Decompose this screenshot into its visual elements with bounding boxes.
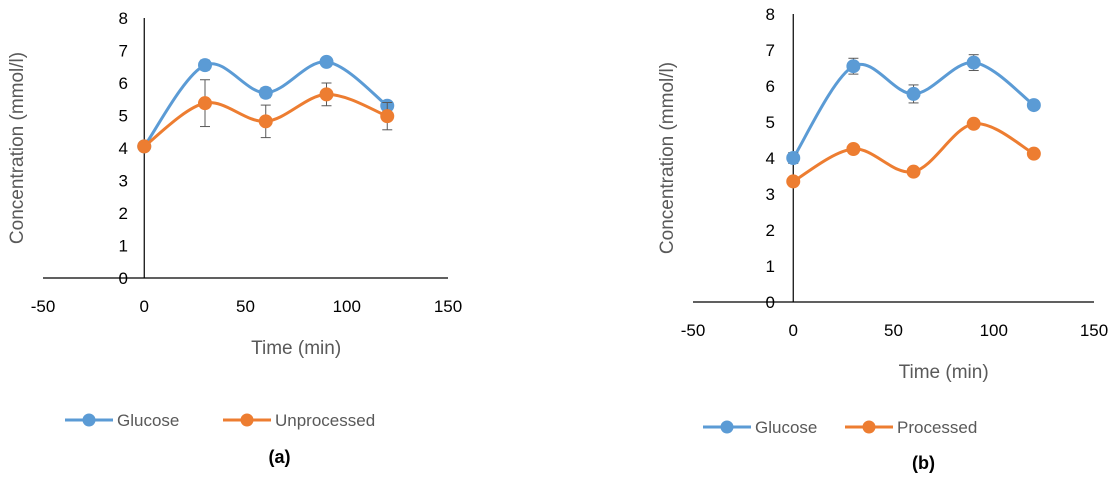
y-tick-label: 8 bbox=[119, 9, 128, 28]
y-tick-label: 1 bbox=[119, 237, 128, 256]
panel-label: (b) bbox=[912, 453, 935, 473]
y-tick-label: 2 bbox=[119, 204, 128, 223]
y-tick-label: 2 bbox=[766, 221, 775, 240]
y-tick-label: 8 bbox=[766, 5, 775, 24]
y-tick-label: 4 bbox=[119, 139, 128, 158]
legend-label: Processed bbox=[897, 418, 977, 437]
x-tick-label: 150 bbox=[1080, 321, 1108, 340]
series-glucose bbox=[786, 54, 1041, 165]
x-tick-label: -50 bbox=[681, 321, 706, 340]
y-tick-label: 1 bbox=[766, 257, 775, 276]
legend-item: Unprocessed bbox=[223, 411, 375, 430]
chart-panel-a: -50 0 50 100 150 0 1 2 3 4 5 6 7 8 Time (min) Concentra… bbox=[7, 9, 462, 467]
x-tick-label: 50 bbox=[884, 321, 903, 340]
data-point bbox=[846, 142, 861, 156]
y-tick-label: 7 bbox=[119, 42, 128, 61]
legend-label: Glucose bbox=[755, 418, 817, 437]
chart-panel-b: -50 0 50 100 150 0 1 2 3 4 5 6 7 8 Time (min) Concentra… bbox=[657, 5, 1108, 473]
data-point bbox=[966, 55, 981, 70]
data-point bbox=[198, 58, 212, 73]
data-point bbox=[198, 96, 212, 111]
x-tick-label: 0 bbox=[140, 297, 149, 316]
x-tick-label: 100 bbox=[980, 321, 1008, 340]
x-tick-label: -50 bbox=[31, 297, 56, 316]
legend-marker bbox=[240, 413, 254, 427]
data-point bbox=[1026, 146, 1041, 161]
y-axis-title: Concentration (mmol/l) bbox=[657, 62, 678, 254]
y-axis-title: Concentration (mmol/l) bbox=[7, 52, 28, 244]
series-glucose bbox=[137, 54, 395, 154]
x-tick-label: 100 bbox=[333, 297, 361, 316]
legend-marker bbox=[720, 420, 734, 434]
data-point bbox=[258, 85, 273, 100]
data-point bbox=[906, 164, 921, 179]
y-tick-label: 3 bbox=[119, 172, 128, 191]
y-tick-label: 0 bbox=[119, 269, 128, 288]
legend: Glucose Unprocessed bbox=[65, 411, 375, 430]
data-point bbox=[258, 114, 273, 129]
legend-label: Unprocessed bbox=[275, 411, 375, 430]
data-point bbox=[966, 116, 981, 131]
data-point bbox=[137, 139, 152, 154]
series-unprocessed bbox=[137, 79, 395, 154]
y-tick-label: 5 bbox=[766, 113, 775, 132]
legend-marker bbox=[82, 413, 96, 427]
legend-item: Processed bbox=[845, 418, 977, 437]
series-line-glucose bbox=[791, 61, 1035, 159]
data-point bbox=[786, 151, 801, 165]
y-tick-label: 7 bbox=[766, 41, 775, 60]
series-processed bbox=[786, 116, 1041, 189]
legend-item: Glucose bbox=[65, 411, 179, 430]
legend: Glucose Processed bbox=[703, 418, 977, 437]
y-tick-label: 6 bbox=[766, 77, 775, 96]
x-tick-label: 150 bbox=[434, 297, 462, 316]
y-tick-label: 6 bbox=[119, 74, 128, 93]
y-tick-label: 4 bbox=[766, 149, 775, 168]
panel-label: (a) bbox=[269, 447, 291, 467]
y-tick-label: 3 bbox=[766, 185, 775, 204]
x-axis-title: Time (min) bbox=[251, 338, 341, 359]
data-point bbox=[846, 59, 861, 74]
data-point bbox=[786, 174, 801, 189]
data-point bbox=[380, 109, 395, 124]
data-point bbox=[319, 87, 334, 102]
x-tick-label: 50 bbox=[236, 297, 255, 316]
data-point bbox=[1026, 98, 1041, 113]
y-tick-label: 5 bbox=[119, 107, 128, 126]
legend-label: Glucose bbox=[117, 411, 179, 430]
data-point bbox=[319, 54, 334, 69]
x-axis-title: Time (min) bbox=[899, 362, 989, 383]
data-point bbox=[906, 86, 921, 101]
legend-marker bbox=[862, 420, 876, 434]
x-tick-label: 0 bbox=[789, 321, 798, 340]
legend-item: Glucose bbox=[703, 418, 817, 437]
y-tick-label: 0 bbox=[766, 293, 775, 312]
